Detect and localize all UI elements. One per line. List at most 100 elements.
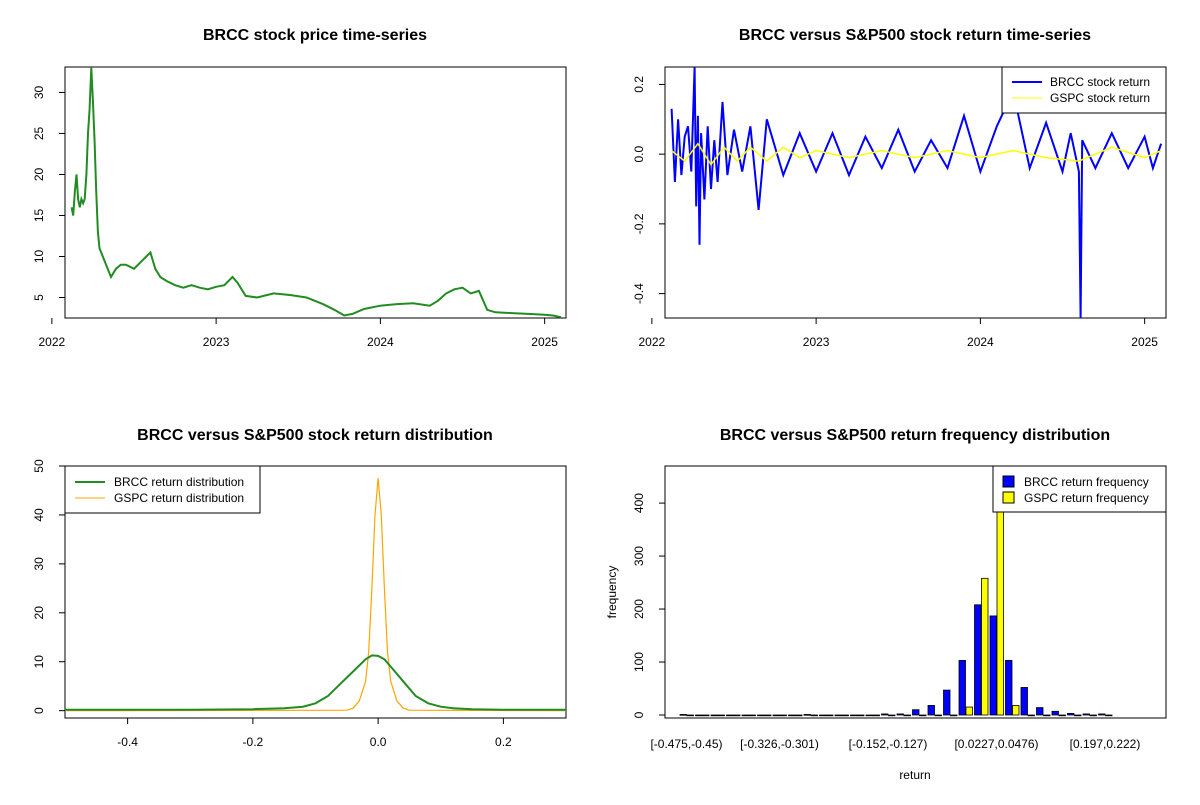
gspc-return-line — [671, 142, 1162, 166]
distribution-y-tick-label: 0 — [32, 707, 46, 714]
frequency-y-axis: 0 100 200 300 400 — [632, 493, 665, 718]
gspc-frequency-bar — [795, 714, 803, 717]
return-legend: BRCC stock return GSPC stock return — [1001, 66, 1167, 114]
price-line — [70, 67, 562, 319]
distribution-series-group — [64, 478, 567, 712]
frequency-x-tick-label: [0.197,0.222) — [1070, 737, 1141, 751]
price-chart-title: BRCC stock price time-series — [203, 27, 427, 44]
return-timeseries-panel: BRCC versus S&P500 stock return time-ser… — [632, 27, 1167, 349]
gspc-frequency-bar — [950, 714, 958, 717]
frequency-bars-group — [679, 465, 1113, 717]
gspc-frequency-bar — [1089, 714, 1097, 717]
price-x-tick-label: 2022 — [39, 335, 66, 349]
frequency-legend: BRCC return frequency GSPC return freque… — [992, 465, 1167, 513]
price-y-tick-label: 20 — [32, 167, 46, 181]
frequency-x-tick-label: [-0.475,-0.45) — [650, 737, 722, 751]
gspc-frequency-bar — [919, 714, 927, 717]
frequency-plot-frame — [664, 465, 1167, 719]
gspc-frequency-bar — [1043, 714, 1051, 717]
gspc-frequency-bar — [810, 714, 818, 717]
distribution-legend-gspc-label: GSPC return distribution — [114, 491, 244, 505]
frequency-x-axis: [-0.475,-0.45) [-0.326,-0.301) [-0.152,-0.… — [650, 737, 1140, 751]
frequency-x-label: return — [899, 768, 930, 782]
return-x-tick-label: 2024 — [967, 335, 994, 349]
frequency-x-tick-label: [0.0227,0.0476) — [954, 737, 1038, 751]
price-x-tick-label: 2025 — [531, 335, 558, 349]
return-legend-box — [1001, 66, 1167, 114]
brcc-frequency-bar — [850, 714, 858, 717]
brcc-frequency-bar — [912, 709, 920, 716]
brcc-frequency-bar — [958, 660, 966, 716]
price-y-tick-label: 30 — [32, 85, 46, 99]
brcc-frequency-bar — [1067, 713, 1075, 716]
frequency-legend-gspc-label: GSPC return frequency — [1024, 491, 1149, 505]
frequency-x-tick-label: [-0.152,-0.127) — [849, 737, 928, 751]
brcc-return-line — [670, 66, 1163, 319]
brcc-frequency-bar — [1036, 707, 1044, 716]
distribution-plot-frame — [64, 465, 567, 719]
gspc-frequency-bar — [779, 714, 787, 717]
gspc-frequency-bar — [1058, 714, 1066, 717]
brcc-frequency-bar — [865, 714, 873, 717]
distribution-x-tick-label: -0.4 — [117, 735, 138, 749]
gspc-distribution-line — [64, 478, 567, 712]
price-y-axis: 5 10 15 20 25 30 — [32, 85, 65, 301]
brcc-frequency-bar — [695, 714, 703, 717]
frequency-y-tick-label: 0 — [632, 711, 646, 718]
gspc-frequency-bar — [841, 714, 849, 717]
price-y-tick-label: 15 — [32, 208, 46, 222]
brcc-distribution-line — [65, 654, 566, 711]
price-y-tick-label: 5 — [32, 294, 46, 301]
brcc-frequency-bar — [881, 713, 889, 716]
return-y-tick-label: -0.4 — [632, 283, 646, 304]
price-y-tick-label: 25 — [32, 126, 46, 140]
price-series-group — [70, 67, 562, 319]
gspc-frequency-bar — [903, 714, 911, 717]
frequency-y-tick-label: 300 — [632, 546, 646, 566]
brcc-frequency-bar — [726, 714, 734, 717]
frequency-y-tick-label: 400 — [632, 493, 646, 513]
gspc-frequency-bar — [981, 577, 989, 716]
gspc-frequency-bar — [965, 706, 973, 716]
distribution-x-tick-label: 0.2 — [495, 735, 512, 749]
return-legend-gspc-label: GSPC stock return — [1050, 91, 1150, 105]
brcc-frequency-bar — [788, 714, 796, 717]
brcc-frequency-bar — [710, 714, 718, 717]
brcc-frequency-bar — [1020, 687, 1028, 716]
return-x-axis: 2022 2023 2024 2025 — [639, 318, 1158, 349]
frequency-legend-box — [992, 465, 1167, 513]
gspc-frequency-bar — [888, 714, 896, 717]
gspc-frequency-bar — [826, 714, 834, 717]
brcc-frequency-bar — [803, 714, 811, 716]
distribution-panel: BRCC versus S&P500 stock return distribu… — [32, 427, 567, 749]
brcc-frequency-bar — [943, 689, 951, 716]
price-chart-panel: BRCC stock price time-series 51015202530… — [32, 27, 567, 349]
frequency-legend-brcc-swatch — [1002, 475, 1015, 488]
gspc-frequency-bar — [857, 714, 865, 717]
gspc-frequency-bar — [1074, 714, 1082, 717]
gspc-frequency-bar — [686, 714, 694, 717]
price-x-axis: 2022 2023 2024 2025 — [39, 318, 558, 349]
distribution-legend: BRCC return distribution GSPC return dis… — [64, 465, 261, 514]
brcc-frequency-bar — [679, 714, 687, 716]
return-y-axis: -0.4 -0.2 0.0 0.2 — [632, 76, 665, 304]
return-x-tick-label: 2022 — [639, 335, 666, 349]
distribution-x-tick-label: 0.0 — [370, 735, 387, 749]
brcc-frequency-bar — [896, 713, 904, 716]
brcc-frequency-bar — [927, 705, 935, 716]
return-y-tick-label: 0.0 — [632, 145, 646, 162]
price-x-tick-label: 2023 — [203, 335, 230, 349]
frequency-legend-gspc-swatch — [1002, 491, 1015, 504]
distribution-x-axis: -0.4 -0.2 0.0 0.2 — [117, 718, 512, 749]
return-legend-brcc-label: BRCC stock return — [1050, 75, 1150, 89]
distribution-y-tick-label: 20 — [32, 606, 46, 620]
distribution-y-tick-label: 10 — [32, 655, 46, 669]
frequency-title: BRCC versus S&P500 return frequency dist… — [720, 427, 1110, 444]
brcc-frequency-bar — [1005, 660, 1013, 716]
brcc-frequency-bar — [989, 615, 997, 716]
brcc-frequency-bar — [757, 714, 765, 717]
brcc-frequency-bar — [1082, 713, 1090, 716]
gspc-frequency-bar — [748, 714, 756, 717]
